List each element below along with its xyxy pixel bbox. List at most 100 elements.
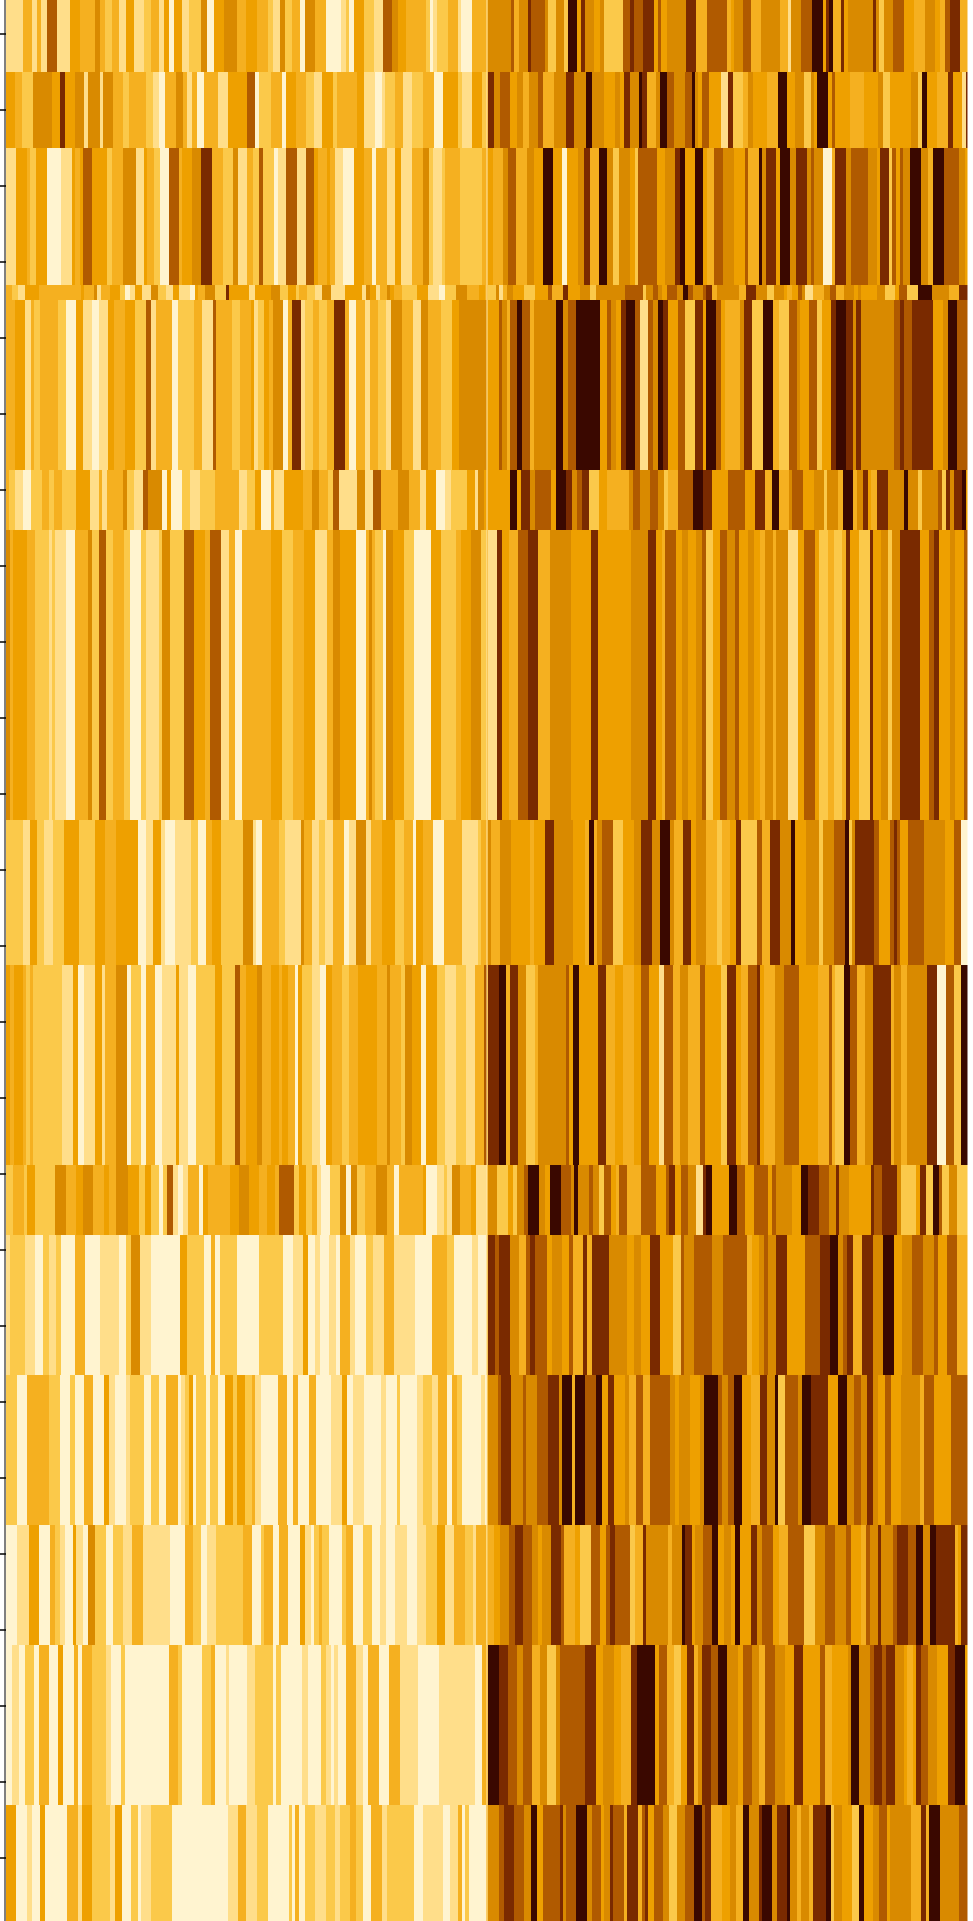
stripe	[248, 1235, 260, 1375]
stripe	[828, 1375, 839, 1525]
stripe	[627, 1165, 634, 1235]
stripe	[144, 0, 152, 72]
stripe	[779, 1525, 789, 1645]
stripe	[93, 1165, 105, 1235]
stripe	[37, 0, 42, 72]
stripe	[25, 285, 34, 300]
stripe	[40, 1805, 46, 1921]
stripe	[283, 148, 287, 285]
stripe	[900, 72, 912, 148]
stripe	[932, 285, 939, 300]
stripe	[543, 148, 554, 285]
stripe	[254, 300, 259, 470]
stripe	[288, 1525, 296, 1645]
stripe	[650, 1235, 657, 1375]
stripe	[297, 148, 307, 285]
stripe	[806, 820, 815, 965]
stripe	[577, 285, 581, 300]
stripe	[646, 1525, 653, 1645]
stripe	[851, 1525, 862, 1645]
stripe	[858, 285, 862, 300]
stripe	[788, 0, 792, 72]
stripe	[29, 1525, 40, 1645]
stripe	[261, 530, 272, 820]
stripe	[471, 530, 482, 820]
stripe	[873, 965, 883, 1165]
stripe	[148, 285, 152, 300]
stripe	[715, 1375, 719, 1525]
stripe	[204, 1235, 212, 1375]
stripe	[95, 0, 101, 72]
stripe	[396, 1645, 401, 1805]
stripe	[504, 1805, 515, 1921]
stripe	[893, 0, 905, 72]
stripe	[225, 820, 234, 965]
stripe	[513, 1165, 518, 1235]
stripe	[160, 148, 170, 285]
stripe	[545, 300, 557, 470]
stripe	[850, 530, 860, 820]
stripe	[402, 285, 414, 300]
stripe	[493, 148, 504, 285]
stripe	[167, 1165, 174, 1235]
stripe	[813, 1805, 820, 1921]
stripe	[873, 1235, 884, 1375]
stripe	[423, 1165, 427, 1235]
stripe	[130, 530, 142, 820]
stripe	[499, 300, 503, 470]
stripe	[523, 1375, 527, 1525]
stripe	[338, 1645, 347, 1805]
stripe	[6, 1235, 11, 1375]
stripe	[962, 1165, 968, 1235]
stripe	[456, 148, 461, 285]
stripe	[163, 1525, 171, 1645]
stripe	[126, 0, 135, 72]
stripe	[924, 1375, 935, 1525]
stripe	[395, 1525, 405, 1645]
stripe	[892, 148, 897, 285]
stripe	[959, 1645, 966, 1805]
stripe	[666, 1165, 670, 1235]
stripe	[614, 530, 621, 820]
stripe	[566, 470, 573, 530]
stripe	[883, 1235, 895, 1375]
stripe	[734, 1235, 745, 1375]
stripe	[232, 300, 241, 470]
stripe	[237, 72, 248, 148]
stripe	[510, 72, 518, 148]
stripe	[603, 1235, 610, 1375]
stripe	[526, 1235, 531, 1375]
stripe	[90, 1235, 97, 1375]
stripe	[319, 820, 326, 965]
stripe	[120, 1375, 127, 1525]
stripe	[447, 1235, 455, 1375]
stripe	[15, 470, 24, 530]
stripe	[538, 1525, 543, 1645]
stripe	[751, 0, 762, 72]
stripe	[596, 1645, 604, 1805]
stripe	[229, 285, 239, 300]
stripe	[413, 300, 422, 470]
stripe	[854, 285, 859, 300]
stripe	[804, 1525, 816, 1645]
stripe	[501, 1375, 512, 1525]
stripe	[112, 148, 124, 285]
stripe	[591, 1525, 601, 1645]
stripe	[364, 1375, 374, 1525]
stripe	[439, 1645, 445, 1805]
stripe	[30, 148, 37, 285]
stripe	[680, 965, 689, 1165]
stripe	[6, 1525, 18, 1645]
stripe	[148, 470, 155, 530]
stripe	[880, 148, 890, 285]
stripe	[243, 1525, 253, 1645]
stripe	[942, 1375, 952, 1525]
stripe	[688, 1165, 697, 1235]
stripe	[284, 470, 294, 530]
stripe	[404, 1525, 408, 1645]
stripe	[318, 148, 328, 285]
stripe	[526, 1375, 538, 1525]
stripe	[25, 1645, 35, 1805]
stripe	[386, 1375, 390, 1525]
stripe	[392, 0, 399, 72]
